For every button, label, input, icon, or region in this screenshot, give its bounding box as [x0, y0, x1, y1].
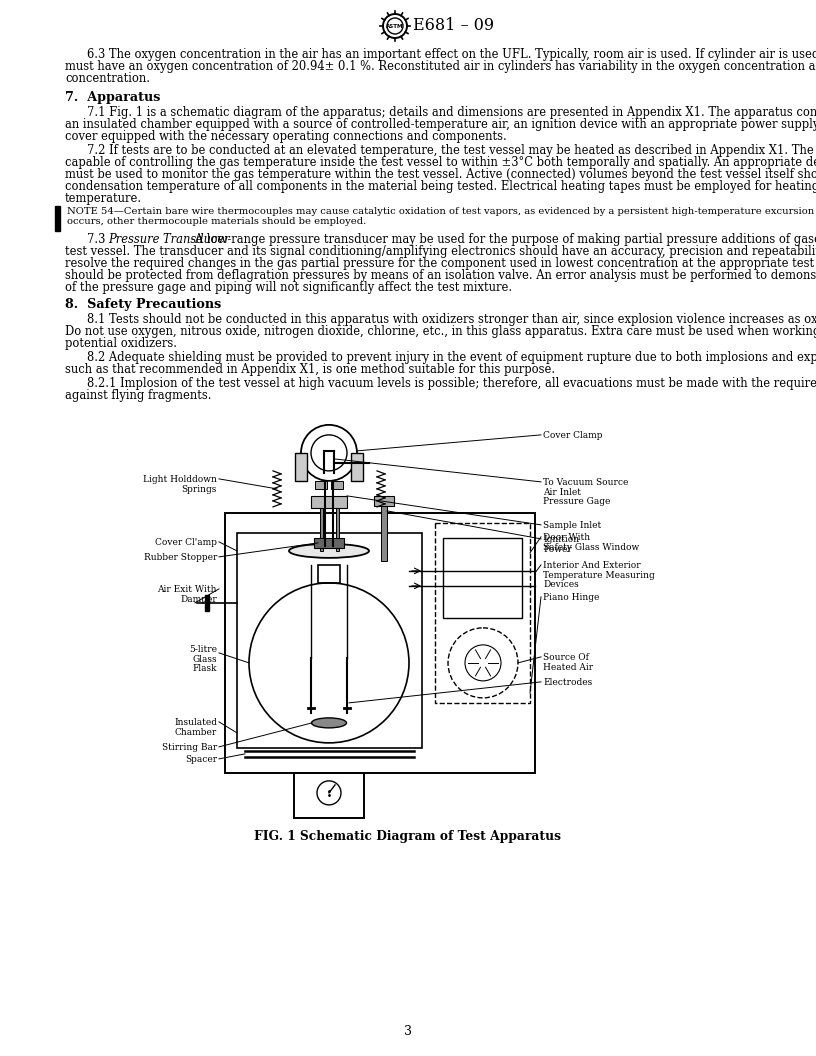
Bar: [374, 496, 394, 506]
Text: Piano Hinge: Piano Hinge: [543, 592, 600, 602]
Bar: [295, 453, 307, 480]
Text: concentration.: concentration.: [65, 72, 150, 84]
Text: Safety Glass Window: Safety Glass Window: [543, 543, 639, 551]
Text: Pressure Transducer: Pressure Transducer: [109, 233, 230, 246]
Text: 8.1 Tests should not be conducted in this apparatus with oxidizers stronger than: 8.1 Tests should not be conducted in thi…: [87, 313, 816, 326]
Text: Chamber: Chamber: [175, 728, 217, 737]
Bar: [381, 506, 387, 561]
Text: 8.2 Adequate shielding must be provided to prevent injury in the event of equipm: 8.2 Adequate shielding must be provided …: [87, 351, 816, 364]
Text: against flying fragments.: against flying fragments.: [65, 389, 211, 402]
Text: 7.1 Fig. 1 is a schematic diagram of the apparatus; details and dimensions are p: 7.1 Fig. 1 is a schematic diagram of the…: [87, 106, 816, 119]
Text: must have an oxygen concentration of 20.94± 0.1 %. Reconstituted air in cylinder: must have an oxygen concentration of 20.…: [65, 60, 816, 73]
Bar: [336, 506, 339, 551]
Bar: [294, 773, 364, 818]
Bar: [318, 565, 340, 583]
Text: 8.2.1 Implosion of the test vessel at high vacuum levels is possible; therefore,: 8.2.1 Implosion of the test vessel at hi…: [87, 377, 816, 390]
Text: Air Exit With: Air Exit With: [157, 585, 217, 593]
Text: 3: 3: [404, 1025, 412, 1038]
Text: Door With: Door With: [543, 533, 590, 542]
Text: must be used to monitor the gas temperature within the test vessel. Active (conn: must be used to monitor the gas temperat…: [65, 168, 816, 181]
Bar: [55, 206, 60, 231]
Text: Pressure Gage: Pressure Gage: [543, 497, 610, 507]
Text: ASTM: ASTM: [386, 24, 404, 30]
Text: such as that recommended in Appendix X1, is one method suitable for this purpose: such as that recommended in Appendix X1,…: [65, 363, 555, 376]
Text: To Vacuum Source: To Vacuum Source: [543, 478, 628, 487]
Text: of the pressure gage and piping will not significantly affect the test mixture.: of the pressure gage and piping will not…: [65, 281, 512, 294]
Text: Electrodes: Electrodes: [543, 678, 592, 686]
Text: NOTE 54—Certain bare wire thermocouples may cause catalytic oxidation of test va: NOTE 54—Certain bare wire thermocouples …: [67, 207, 816, 216]
Text: 7.2 If tests are to be conducted at an elevated temperature, the test vessel may: 7.2 If tests are to be conducted at an e…: [87, 144, 816, 157]
Text: potential oxidizers.: potential oxidizers.: [65, 337, 177, 350]
Bar: [443, 538, 522, 618]
Text: Flask: Flask: [193, 664, 217, 674]
Text: Interior And Exterior: Interior And Exterior: [543, 561, 641, 570]
Text: Heated Air: Heated Air: [543, 662, 593, 672]
Text: Cover Cl'amp: Cover Cl'amp: [155, 538, 217, 547]
Ellipse shape: [312, 718, 347, 728]
Text: Devices: Devices: [543, 581, 579, 589]
Text: 8.  Safety Precautions: 8. Safety Precautions: [65, 298, 221, 310]
Bar: [315, 480, 327, 489]
Text: E681 – 09: E681 – 09: [413, 18, 494, 35]
Text: occurs, other thermocouple materials should be employed.: occurs, other thermocouple materials sho…: [67, 218, 366, 226]
Text: Springs: Springs: [182, 485, 217, 493]
Text: Light Holddown: Light Holddown: [143, 475, 217, 484]
Bar: [320, 506, 323, 551]
Text: Source Of: Source Of: [543, 653, 589, 662]
Text: Ignition: Ignition: [543, 535, 579, 544]
Bar: [237, 533, 422, 748]
Bar: [435, 523, 530, 703]
Text: cover equipped with the necessary operating connections and components.: cover equipped with the necessary operat…: [65, 130, 507, 143]
Text: 7.  Apparatus: 7. Apparatus: [65, 91, 161, 103]
Text: Insulated: Insulated: [174, 718, 217, 727]
Text: Air Inlet: Air Inlet: [543, 488, 581, 496]
Bar: [205, 595, 209, 610]
Text: Power: Power: [543, 545, 572, 553]
Text: Sample Inlet: Sample Inlet: [543, 521, 601, 530]
Text: Glass: Glass: [193, 655, 217, 663]
Text: Cover Clamp: Cover Clamp: [543, 431, 602, 440]
Text: condensation temperature of all components in the material being tested. Electri: condensation temperature of all componen…: [65, 180, 816, 193]
Text: capable of controlling the gas temperature inside the test vessel to within ±3°C: capable of controlling the gas temperatu…: [65, 156, 816, 169]
Text: test vessel. The transducer and its signal conditioning/amplifying electronics s: test vessel. The transducer and its sign…: [65, 245, 816, 258]
Text: resolve the required changes in the gas partial pressure for the component used : resolve the required changes in the gas …: [65, 257, 816, 270]
Text: 7.3: 7.3: [87, 233, 113, 246]
Text: temperature.: temperature.: [65, 192, 142, 205]
Text: Stirring Bar: Stirring Bar: [162, 742, 217, 752]
Bar: [351, 453, 363, 480]
Text: Temperature Measuring: Temperature Measuring: [543, 570, 654, 580]
Bar: [225, 513, 535, 773]
Ellipse shape: [289, 544, 369, 558]
Text: an insulated chamber equipped with a source of controlled-temperature air, an ig: an insulated chamber equipped with a sou…: [65, 118, 816, 131]
Text: FIG. 1 Schematic Diagram of Test Apparatus: FIG. 1 Schematic Diagram of Test Apparat…: [255, 830, 561, 843]
Text: Do not use oxygen, nitrous oxide, nitrogen dioxide, chlorine, etc., in this glas: Do not use oxygen, nitrous oxide, nitrog…: [65, 325, 816, 338]
Bar: [311, 496, 347, 508]
Text: 6.3 The oxygen concentration in the air has an important effect on the UFL. Typi: 6.3 The oxygen concentration in the air …: [87, 48, 816, 61]
Text: Damper: Damper: [180, 595, 217, 604]
Text: 5-litre: 5-litre: [189, 645, 217, 654]
Text: should be protected from deflagration pressures by means of an isolation valve. : should be protected from deflagration pr…: [65, 269, 816, 282]
Bar: [331, 480, 343, 489]
Text: Rubber Stopper: Rubber Stopper: [144, 553, 217, 562]
Bar: [314, 538, 344, 548]
Text: -A low-range pressure transducer may be used for the purpose of making partial p: -A low-range pressure transducer may be …: [191, 233, 816, 246]
Text: Spacer: Spacer: [185, 755, 217, 763]
